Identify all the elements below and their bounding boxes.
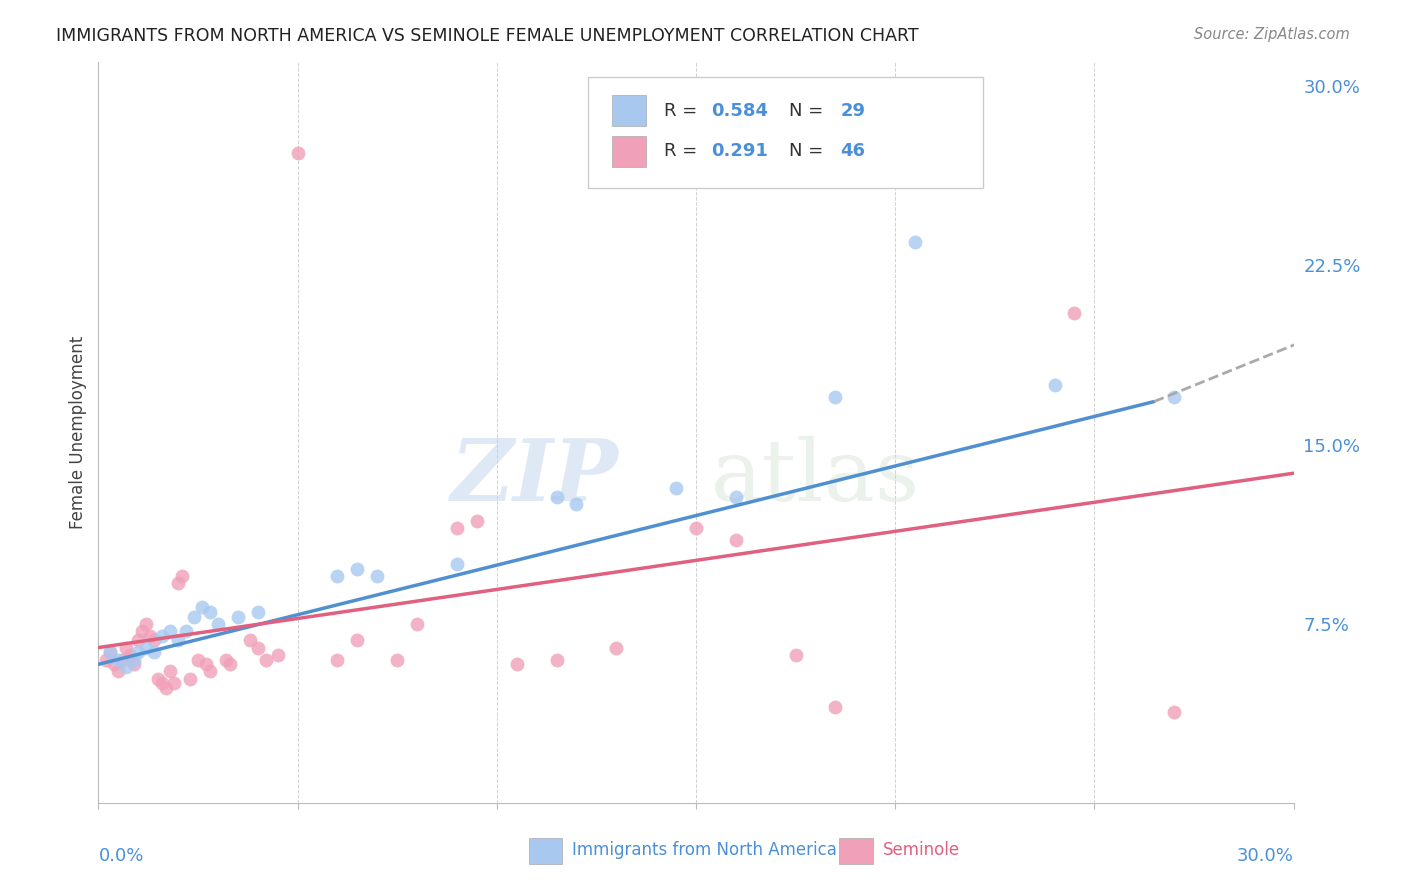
Text: Immigrants from North America: Immigrants from North America bbox=[572, 841, 837, 859]
Point bbox=[824, 700, 846, 714]
Point bbox=[107, 652, 129, 666]
Point bbox=[139, 629, 162, 643]
Point bbox=[179, 672, 201, 686]
Point bbox=[103, 657, 125, 672]
Point bbox=[115, 659, 138, 673]
Point bbox=[174, 624, 197, 638]
Point bbox=[239, 633, 262, 648]
Point bbox=[1163, 705, 1185, 719]
Point bbox=[904, 235, 927, 249]
Point bbox=[824, 390, 846, 404]
Point bbox=[198, 605, 221, 619]
Point bbox=[226, 609, 249, 624]
Bar bbox=[529, 838, 562, 863]
Point bbox=[187, 652, 209, 666]
Point bbox=[406, 616, 429, 631]
Point bbox=[665, 481, 688, 495]
Point bbox=[446, 557, 468, 571]
Point bbox=[785, 648, 807, 662]
Text: N =: N = bbox=[789, 143, 830, 161]
Point bbox=[143, 645, 166, 659]
Point bbox=[287, 146, 309, 161]
Text: ZIP: ZIP bbox=[450, 435, 619, 519]
Point bbox=[135, 616, 157, 631]
Bar bbox=[839, 838, 873, 863]
Text: 29: 29 bbox=[841, 102, 866, 120]
Point bbox=[183, 609, 205, 624]
Text: N =: N = bbox=[789, 102, 830, 120]
Point bbox=[446, 521, 468, 535]
Point bbox=[246, 605, 269, 619]
Point bbox=[159, 665, 181, 679]
Text: atlas: atlas bbox=[711, 435, 920, 518]
FancyBboxPatch shape bbox=[589, 78, 983, 188]
Point bbox=[267, 648, 290, 662]
Point bbox=[546, 490, 568, 504]
Text: R =: R = bbox=[664, 102, 703, 120]
Text: IMMIGRANTS FROM NORTH AMERICA VS SEMINOLE FEMALE UNEMPLOYMENT CORRELATION CHART: IMMIGRANTS FROM NORTH AMERICA VS SEMINOL… bbox=[56, 27, 920, 45]
Point bbox=[135, 640, 157, 655]
Point bbox=[96, 652, 118, 666]
Point bbox=[254, 652, 277, 666]
Point bbox=[127, 645, 149, 659]
Text: R =: R = bbox=[664, 143, 703, 161]
Point bbox=[163, 676, 186, 690]
Point bbox=[195, 657, 218, 672]
Point bbox=[506, 657, 529, 672]
Point bbox=[246, 640, 269, 655]
Point bbox=[98, 645, 122, 659]
Point bbox=[546, 652, 568, 666]
Point bbox=[115, 640, 138, 655]
Text: Source: ZipAtlas.com: Source: ZipAtlas.com bbox=[1194, 27, 1350, 42]
Point bbox=[167, 633, 190, 648]
Text: 0.584: 0.584 bbox=[711, 102, 769, 120]
Point bbox=[155, 681, 177, 695]
Point bbox=[143, 633, 166, 648]
Point bbox=[215, 652, 238, 666]
Point bbox=[98, 645, 122, 659]
Point bbox=[150, 629, 173, 643]
Text: 46: 46 bbox=[841, 143, 866, 161]
Point bbox=[1163, 390, 1185, 404]
Point bbox=[346, 562, 368, 576]
Text: 0.0%: 0.0% bbox=[98, 847, 143, 865]
Point bbox=[605, 640, 627, 655]
Point bbox=[167, 576, 190, 591]
Point bbox=[191, 599, 214, 614]
Point bbox=[131, 624, 153, 638]
Y-axis label: Female Unemployment: Female Unemployment bbox=[69, 336, 87, 529]
Point bbox=[172, 569, 194, 583]
Point bbox=[1043, 377, 1066, 392]
Point bbox=[219, 657, 242, 672]
Text: Seminole: Seminole bbox=[883, 841, 959, 859]
Point bbox=[198, 665, 221, 679]
Point bbox=[127, 633, 149, 648]
Text: 0.291: 0.291 bbox=[711, 143, 769, 161]
Point bbox=[1063, 306, 1085, 320]
Point bbox=[465, 514, 488, 528]
Point bbox=[159, 624, 181, 638]
Point bbox=[124, 657, 146, 672]
Point bbox=[124, 652, 146, 666]
Point bbox=[685, 521, 707, 535]
Point bbox=[565, 497, 588, 511]
Point bbox=[107, 665, 129, 679]
Point bbox=[366, 569, 388, 583]
Bar bbox=[613, 136, 645, 167]
Point bbox=[111, 652, 134, 666]
Point bbox=[385, 652, 409, 666]
Text: 30.0%: 30.0% bbox=[1237, 847, 1294, 865]
Point bbox=[724, 490, 747, 504]
Point bbox=[148, 672, 170, 686]
Bar bbox=[613, 95, 645, 126]
Point bbox=[346, 633, 368, 648]
Point bbox=[120, 648, 142, 662]
Point bbox=[326, 569, 349, 583]
Point bbox=[207, 616, 229, 631]
Point bbox=[326, 652, 349, 666]
Point bbox=[724, 533, 747, 547]
Point bbox=[150, 676, 173, 690]
